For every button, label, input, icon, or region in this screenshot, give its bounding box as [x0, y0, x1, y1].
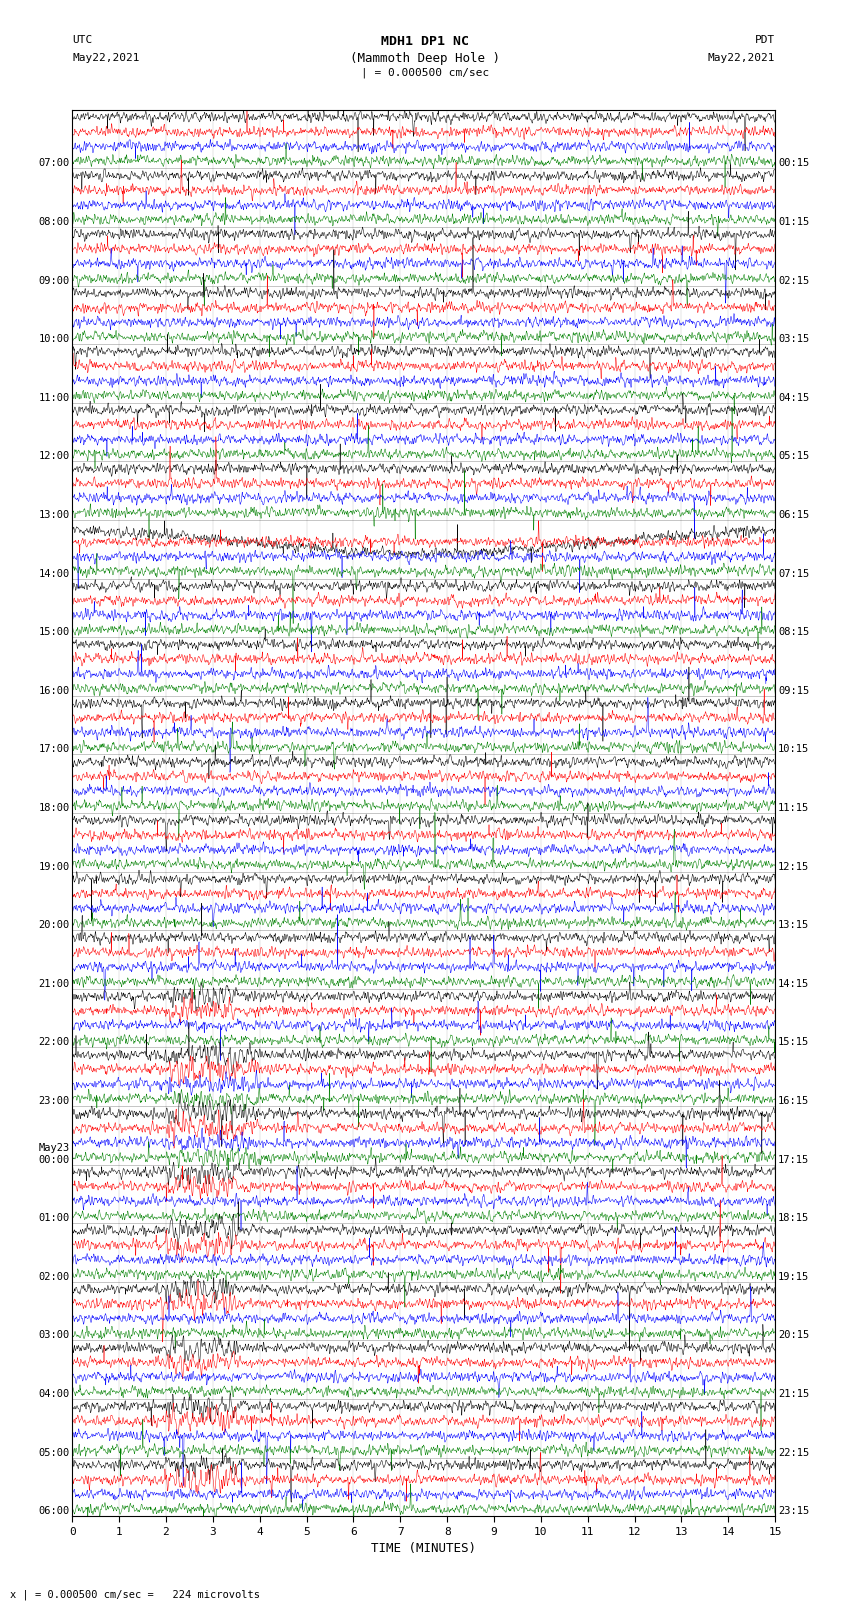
Text: UTC: UTC [72, 35, 93, 45]
Text: | = 0.000500 cm/sec: | = 0.000500 cm/sec [361, 68, 489, 79]
Text: May22,2021: May22,2021 [72, 53, 139, 63]
Text: x | = 0.000500 cm/sec =   224 microvolts: x | = 0.000500 cm/sec = 224 microvolts [10, 1589, 260, 1600]
Text: PDT: PDT [755, 35, 775, 45]
Text: (Mammoth Deep Hole ): (Mammoth Deep Hole ) [350, 52, 500, 65]
Text: May22,2021: May22,2021 [708, 53, 775, 63]
X-axis label: TIME (MINUTES): TIME (MINUTES) [371, 1542, 476, 1555]
Text: MDH1 DP1 NC: MDH1 DP1 NC [381, 35, 469, 48]
